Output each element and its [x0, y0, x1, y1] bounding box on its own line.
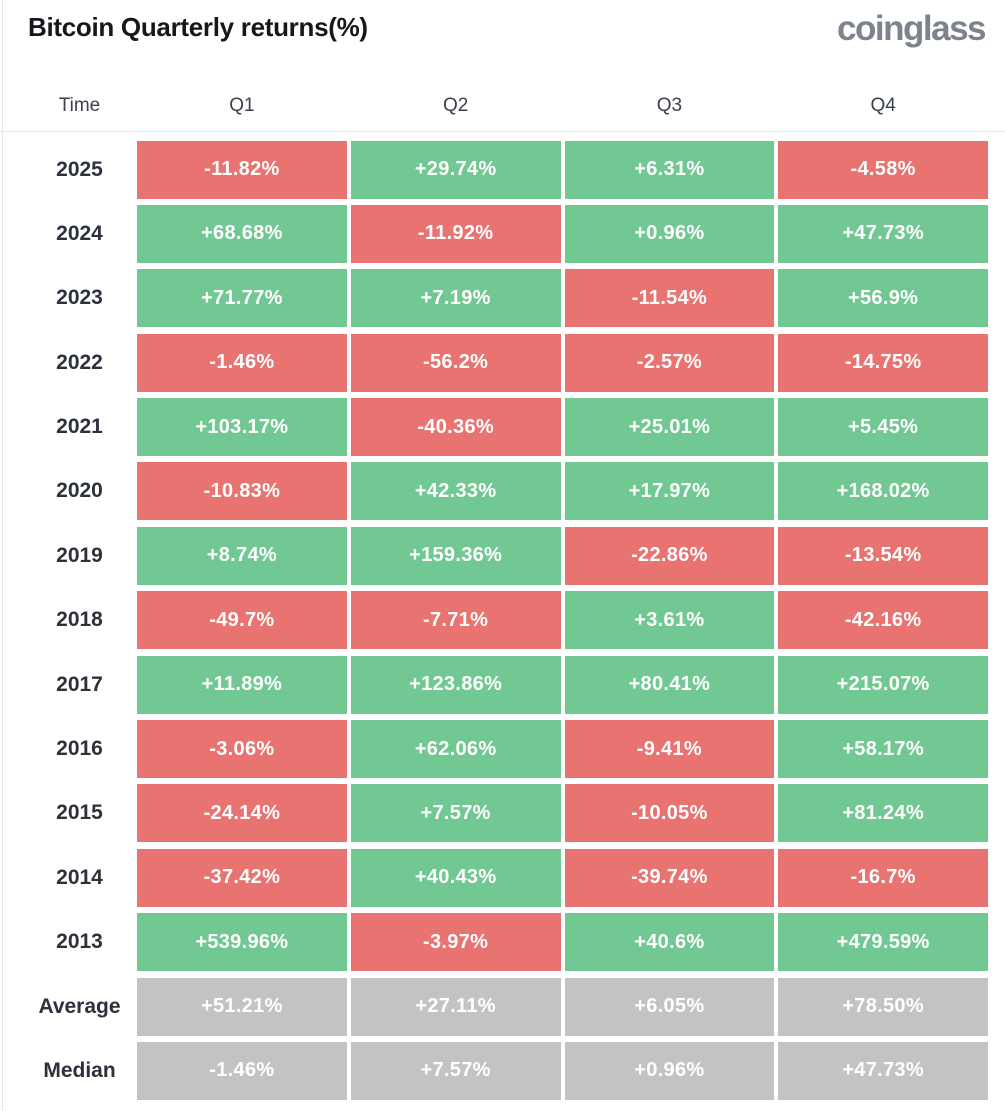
return-cell: +7.57%: [350, 784, 561, 843]
return-cell: +6.31%: [564, 140, 775, 199]
return-cell: -14.75%: [778, 333, 988, 392]
table-header-rule: Time Q1 Q2 Q3 Q4: [0, 56, 1005, 132]
return-cell: -7.71%: [350, 591, 561, 650]
return-cell: +51.21%: [137, 977, 347, 1036]
return-cell: -24.14%: [137, 784, 347, 843]
return-cell: +29.74%: [350, 140, 561, 199]
return-cell: +7.57%: [350, 1041, 561, 1100]
return-cell: +3.61%: [564, 591, 775, 650]
return-cell: +0.96%: [564, 204, 775, 263]
return-cell: -9.41%: [564, 720, 775, 779]
table-header-row: Time Q1 Q2 Q3 Q4: [0, 95, 984, 117]
row-label: 2023: [56, 286, 103, 310]
row-label: 2017: [56, 672, 103, 696]
return-cell: +159.36%: [350, 526, 561, 585]
return-cell: +539.96%: [137, 913, 347, 972]
row-label: 2019: [56, 543, 103, 567]
return-cell: +168.02%: [778, 462, 988, 521]
return-cell: -49.7%: [137, 591, 347, 650]
return-cell: -4.58%: [778, 140, 988, 199]
left-axis-line: [2, 0, 3, 1111]
return-cell: -56.2%: [350, 333, 561, 392]
return-cell: -1.46%: [137, 1041, 347, 1100]
return-cell: +68.68%: [137, 204, 347, 263]
row-label: 2013: [56, 930, 103, 954]
return-cell: +17.97%: [564, 462, 775, 521]
return-cell: -1.46%: [137, 333, 347, 392]
return-cell: -10.83%: [137, 462, 347, 521]
return-cell: +27.11%: [350, 977, 561, 1036]
return-cell: -2.57%: [564, 333, 775, 392]
return-cell: +58.17%: [778, 720, 988, 779]
return-cell: +78.50%: [778, 977, 988, 1036]
return-cell: +123.86%: [350, 655, 561, 714]
row-label: 2014: [56, 865, 103, 889]
quarter-column-header: Q3: [656, 95, 683, 116]
return-cell: +47.73%: [778, 204, 988, 263]
row-label: 2016: [56, 737, 103, 761]
coinglass-logo[interactable]: coinglass: [837, 9, 986, 48]
return-cell: +5.45%: [778, 398, 988, 457]
time-column-header: Time: [58, 95, 101, 116]
return-cell: +42.33%: [350, 462, 561, 521]
return-cell: -39.74%: [564, 848, 775, 907]
return-cell: +25.01%: [564, 398, 775, 457]
return-cell: +40.43%: [350, 848, 561, 907]
return-cell: +6.05%: [564, 977, 775, 1036]
quarter-column-header: Q1: [229, 95, 255, 116]
return-cell: +71.77%: [137, 269, 347, 328]
return-cell: -37.42%: [137, 848, 347, 907]
row-label: 2022: [56, 350, 103, 374]
row-label: 2021: [56, 415, 103, 439]
return-cell: +40.6%: [564, 913, 775, 972]
returns-table-body: 2025 -11.82% +29.74% +6.31% -4.58% 2024 +68.68…: [0, 140, 988, 1100]
return-cell: +56.9%: [778, 269, 988, 328]
return-cell: +103.17%: [137, 398, 347, 457]
row-label: Average: [38, 994, 121, 1018]
return-cell: -11.82%: [137, 140, 347, 199]
return-cell: -3.06%: [137, 720, 347, 779]
row-label: 2025: [56, 157, 103, 181]
return-cell: -11.92%: [350, 204, 561, 263]
return-cell: +62.06%: [350, 720, 561, 779]
row-label: 2015: [56, 801, 103, 825]
row-label: 2020: [56, 479, 103, 503]
return-cell: +8.74%: [137, 526, 347, 585]
return-cell: -3.97%: [350, 913, 561, 972]
return-cell: +479.59%: [778, 913, 988, 972]
return-cell: +7.19%: [350, 269, 561, 328]
return-cell: -42.16%: [778, 591, 988, 650]
row-label: 2018: [56, 608, 103, 632]
return-cell: -11.54%: [564, 269, 775, 328]
return-cell: -40.36%: [350, 398, 561, 457]
return-cell: +215.07%: [778, 655, 988, 714]
return-cell: -10.05%: [564, 784, 775, 843]
row-label: Median: [43, 1058, 116, 1082]
return-cell: +80.41%: [564, 655, 775, 714]
return-cell: -16.7%: [778, 848, 988, 907]
return-cell: +81.24%: [778, 784, 988, 843]
row-label: 2024: [56, 221, 103, 245]
quarter-column-header: Q2: [442, 95, 469, 116]
page-title: Bitcoin Quarterly returns(%): [28, 12, 368, 42]
return-cell: +0.96%: [564, 1041, 775, 1100]
top-bar: Bitcoin Quarterly returns(%) coinglass: [0, 0, 1005, 56]
return-cell: +47.73%: [778, 1041, 988, 1100]
return-cell: -13.54%: [778, 526, 988, 585]
quarter-column-header: Q4: [870, 95, 896, 116]
return-cell: -22.86%: [564, 526, 775, 585]
return-cell: +11.89%: [137, 655, 347, 714]
